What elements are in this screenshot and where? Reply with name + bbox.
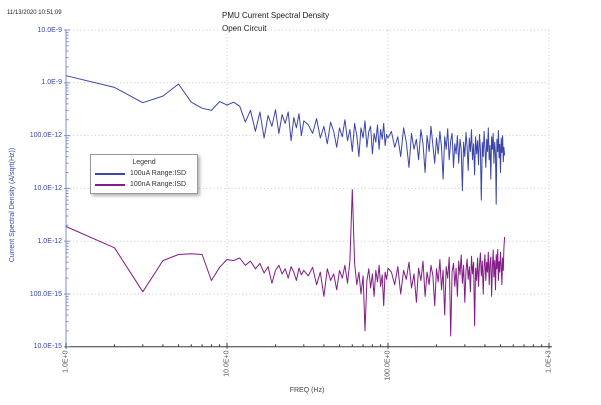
x-axis-title: FREQ (Hz)	[289, 387, 325, 394]
y-tick-label: 1.0E-12	[37, 237, 62, 245]
series-line-100na-range-isd	[65, 189, 506, 337]
legend-item: 100nA Range:ISD	[91, 179, 197, 190]
y-tick-label: 1.0E-9	[41, 79, 62, 87]
y-tick-label: 10.0E-9	[37, 26, 62, 34]
x-tick-label: 1.0E+3	[545, 350, 553, 373]
legend-item-label: 100uA Range:ISD	[130, 170, 187, 177]
legend[interactable]: Legend 100uA Range:ISD 100nA Range:ISD	[90, 154, 198, 194]
y-tick-label: 100.0E-12	[29, 132, 62, 140]
y-axis-title: Current Spectral Density (A/sqrt(Hz))	[9, 147, 16, 263]
timestamp: 11/13/2020 10:51:09	[7, 10, 62, 16]
x-tick-label: 10.0E+0	[223, 350, 231, 377]
chart-subtitle: Open Circuit	[222, 24, 267, 33]
y-tick-label: 10.0E-12	[33, 184, 62, 192]
legend-line-swatch	[95, 183, 125, 186]
legend-line-swatch	[95, 172, 125, 175]
chart-title-block: PMU Current Spectral Density Open Circui…	[222, 9, 329, 35]
x-tick-label: 1.0E+0	[62, 350, 70, 373]
y-tick-label: 10.0E-15	[33, 343, 62, 351]
series-line-100ua-range-isd	[65, 75, 506, 205]
legend-item: 100uA Range:ISD	[91, 168, 197, 179]
legend-item-label: 100nA Range:ISD	[130, 181, 187, 188]
chart-title: PMU Current Spectral Density	[222, 11, 330, 20]
legend-title: Legend	[132, 159, 156, 166]
x-tick-label: 100.0E+0	[384, 350, 392, 381]
y-tick-label: 100.0E-15	[29, 290, 62, 298]
legend-items: 100uA Range:ISD 100nA Range:ISD	[91, 168, 197, 190]
